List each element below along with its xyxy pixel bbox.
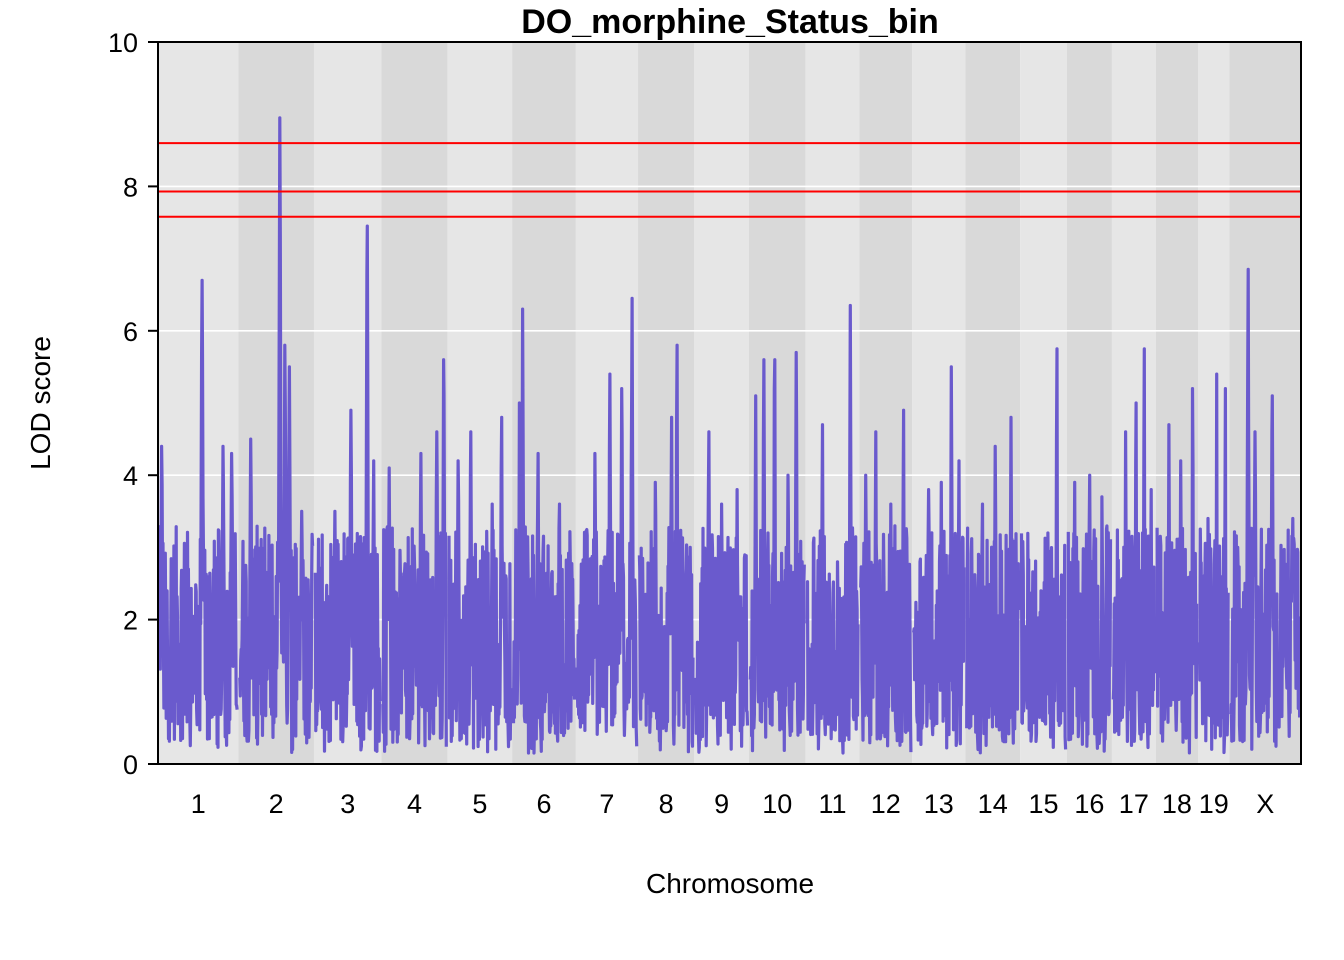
x-tick-label-5: 5 (472, 789, 487, 819)
threshold-lines (158, 142, 1301, 218)
x-tick-label-12: 12 (871, 789, 901, 819)
x-tick-label-10: 10 (762, 789, 792, 819)
x-tick-label-7: 7 (599, 789, 614, 819)
x-tick-label-19: 19 (1199, 789, 1229, 819)
x-tick-label-17: 17 (1119, 789, 1149, 819)
chart-title: DO_morphine_Status_bin (521, 3, 939, 41)
y-tick-label-0: 0 (123, 750, 138, 780)
y-axis: 0 2 4 6 8 10 (108, 28, 158, 780)
x-tick-label-6: 6 (536, 789, 551, 819)
x-axis-tick-labels: 1 2 3 4 5 6 7 8 9 10 11 12 13 14 15 16 17 18 19 X (191, 789, 1275, 819)
y-tick-label-2: 2 (123, 606, 138, 636)
x-tick-label-11: 11 (819, 789, 847, 819)
x-axis-label: Chromosome (646, 868, 814, 899)
x-tick-label-x: X (1256, 789, 1274, 819)
x-tick-label-8: 8 (659, 789, 674, 819)
x-tick-label-14: 14 (978, 789, 1008, 819)
x-tick-label-16: 16 (1074, 789, 1104, 819)
y-tick-label-6: 6 (123, 317, 138, 347)
y-axis-label: LOD score (25, 336, 56, 470)
plot-frame (157, 41, 1302, 765)
x-tick-label-9: 9 (714, 789, 729, 819)
x-tick-label-18: 18 (1162, 789, 1192, 819)
x-tick-label-15: 15 (1029, 789, 1059, 819)
x-tick-label-3: 3 (340, 789, 355, 819)
x-tick-label-13: 13 (924, 789, 954, 819)
y-tick-label-8: 8 (123, 172, 138, 202)
y-tick-label-4: 4 (123, 461, 138, 491)
y-tick-label-10: 10 (108, 28, 138, 58)
lod-score-line (157, 116, 1302, 755)
x-tick-label-4: 4 (407, 789, 422, 819)
x-tick-label-1: 1 (191, 789, 206, 819)
x-tick-label-2: 2 (269, 789, 284, 819)
